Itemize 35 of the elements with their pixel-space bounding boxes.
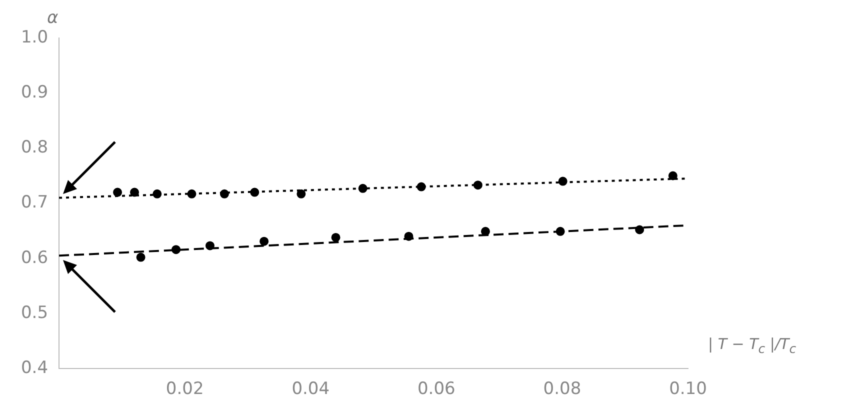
- y-tick-label: 0.6: [20, 248, 48, 268]
- x-tick-label: 0.02: [166, 379, 204, 400]
- y-axis-title: α: [47, 8, 58, 28]
- y-tick-label: 0.9: [20, 82, 48, 103]
- point: [635, 225, 644, 234]
- point: [187, 189, 196, 198]
- point: [250, 188, 260, 197]
- point: [220, 189, 229, 198]
- point: [136, 252, 146, 262]
- y-tick-label: 1.0: [20, 27, 48, 48]
- x-tick-label: 0.06: [417, 379, 456, 400]
- point: [556, 226, 565, 236]
- point: [130, 188, 140, 197]
- point: [358, 184, 368, 193]
- point: [558, 176, 568, 186]
- y-tick-label: 0.4: [20, 358, 48, 378]
- point: [668, 171, 678, 180]
- point: [404, 232, 414, 241]
- point: [331, 232, 340, 242]
- point: [113, 188, 122, 197]
- x-axis-title: | T − T$_{c}$ |/T$_{c}$: [708, 334, 796, 356]
- x-tick-label: 0.04: [292, 379, 330, 400]
- y-tick-label: 0.5: [20, 302, 48, 323]
- x-tick-label: 0.08: [543, 379, 582, 400]
- point: [473, 180, 482, 190]
- point: [172, 245, 181, 254]
- point: [205, 241, 214, 250]
- point: [152, 189, 162, 198]
- point: [480, 226, 490, 236]
- y-tick-label: 0.7: [20, 192, 48, 213]
- point: [260, 236, 269, 246]
- y-tick-label: 0.8: [20, 138, 48, 158]
- x-tick-label: 0.10: [669, 379, 707, 400]
- point: [296, 189, 306, 198]
- point: [416, 182, 426, 192]
